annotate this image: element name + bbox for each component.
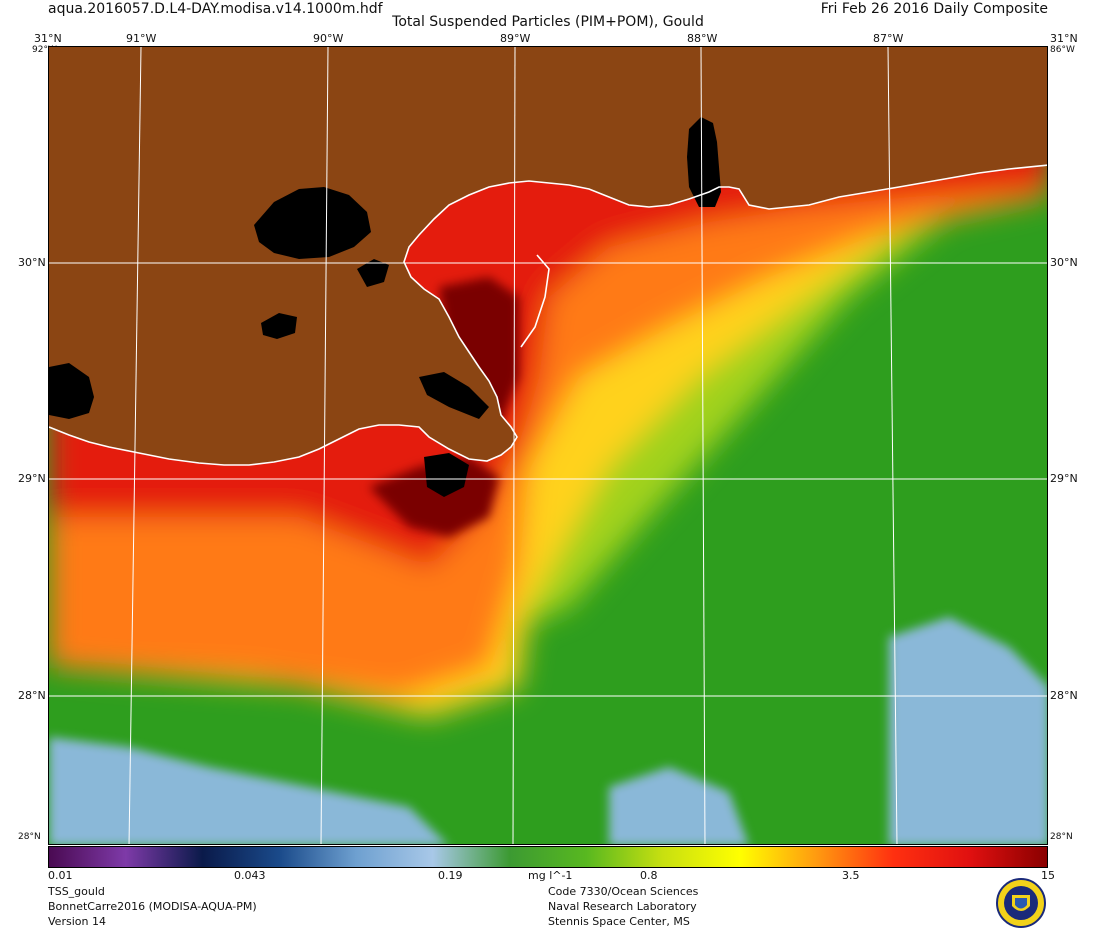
nrl-seal-logo [996,878,1046,928]
lon-label-top: 90°W [313,32,344,45]
colorbar-label: 0.19 [438,869,463,882]
composite-date: Fri Feb 26 2016 Daily Composite [820,1,1048,17]
colorbar-gradient [49,847,1047,867]
graticule [49,47,1047,844]
lat-label-left: 28°N [18,689,46,702]
clear-water-patch [609,767,749,844]
version: Version 14 [48,915,106,928]
lon-label-top: 89°W [500,32,531,45]
mobile-bay [687,117,721,207]
no-data-region [424,453,469,497]
inland-water [261,313,297,339]
division: Code 7330/Ocean Sciences [548,885,699,898]
tss-map [48,46,1048,845]
file-name: aqua.2016057.D.L4-DAY.modisa.v14.1000m.h… [48,1,383,17]
location: Stennis Space Center, MS [548,915,690,928]
lon-label-top: 87°W [873,32,904,45]
clear-water-patch [49,737,447,844]
corner-lat-top-right: 31°N [1050,32,1078,45]
meridian-90w [320,47,329,844]
colorbar-label: 0.01 [48,869,73,882]
water-very-high [369,457,499,537]
corner-lat-bottom-left: 28°N [18,832,41,842]
tss-map-svg [49,47,1047,844]
clear-water-patch [889,617,1047,844]
chandeleur-islands [520,254,550,348]
lat-label-right: 29°N [1050,472,1078,485]
colorbar-label: 15 [1041,869,1055,882]
lat-label-left: 30°N [18,256,46,269]
colorbar-label: 0.043 [234,869,266,882]
corner-lon-top-right: 86°W [1050,45,1075,55]
product-info: TSS_gould BonnetCarre2016 (MODISA-AQUA-P… [48,884,257,929]
institution-info: Code 7330/Ocean Sciences Naval Research … [548,884,698,929]
corner-lat-bottom-right: 28°N [1050,832,1073,842]
lat-label-right: 30°N [1050,256,1078,269]
colorbar-units: mg l^-1 [528,869,573,882]
corner-lon-top-left: 92°W [32,45,57,55]
lon-label-top: 91°W [126,32,157,45]
product-name: TSS_gould [48,885,105,898]
corner-lat-top-left: 31°N [34,32,62,45]
project-name: BonnetCarre2016 (MODISA-AQUA-PM) [48,900,257,913]
lat-label-left: 29°N [18,472,46,485]
land-mass [49,47,1047,465]
meridian-87w [887,47,898,844]
colorbar-label: 3.5 [842,869,860,882]
meridian-88w [700,47,706,844]
inland-water [49,363,94,419]
no-data-region [419,372,489,419]
colorbar-label: 0.8 [640,869,658,882]
lon-label-top: 88°W [687,32,718,45]
inland-water [357,259,389,287]
laboratory: Naval Research Laboratory [548,900,697,913]
colorbar [48,846,1048,868]
lake-pontchartrain [254,187,371,259]
meridian-91w [128,47,142,844]
map-title: Total Suspended Particles (PIM+POM), Gou… [392,14,704,30]
water-very-high [439,277,519,427]
coastline [49,164,1047,466]
meridian-89w [512,47,516,844]
lat-label-right: 28°N [1050,689,1078,702]
